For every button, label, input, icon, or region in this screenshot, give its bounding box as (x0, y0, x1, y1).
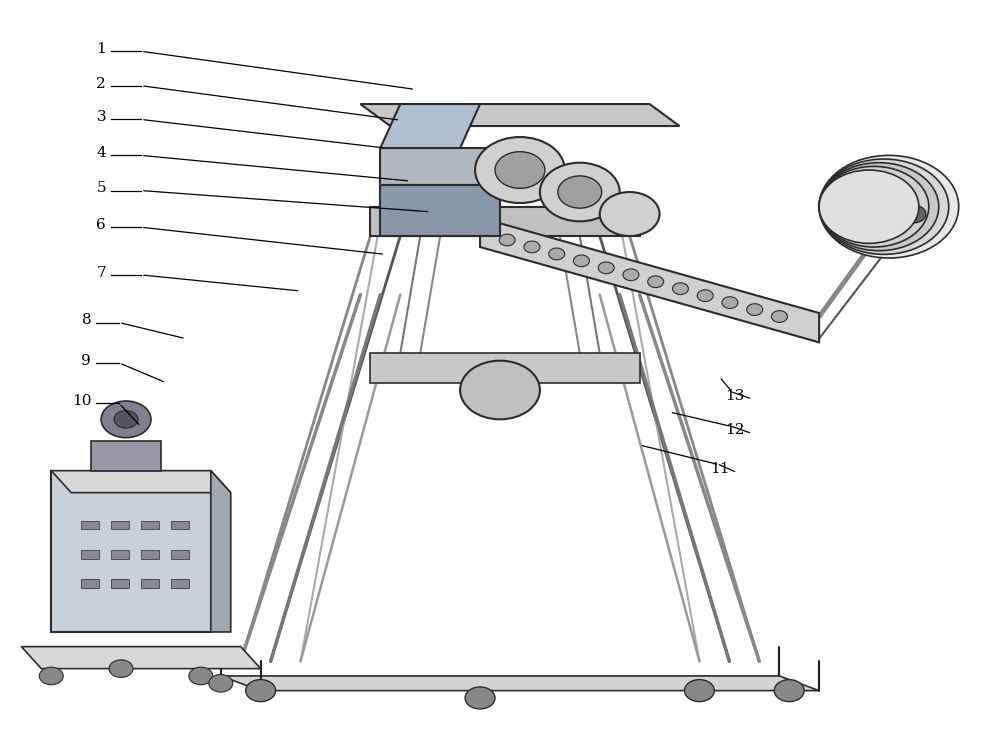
Circle shape (600, 192, 660, 236)
Circle shape (101, 401, 151, 438)
Circle shape (499, 234, 515, 246)
Text: 5: 5 (96, 181, 106, 195)
Polygon shape (51, 470, 231, 492)
Bar (111, 550, 129, 559)
Polygon shape (211, 470, 231, 632)
Circle shape (598, 262, 614, 274)
Circle shape (697, 290, 713, 302)
Circle shape (774, 679, 804, 701)
Polygon shape (91, 442, 161, 470)
Text: 2: 2 (96, 77, 106, 91)
Polygon shape (380, 148, 500, 185)
Text: 3: 3 (96, 110, 106, 124)
Circle shape (114, 411, 138, 428)
Bar (171, 550, 189, 559)
Circle shape (558, 176, 602, 208)
Circle shape (819, 155, 959, 258)
Bar (81, 550, 99, 559)
Circle shape (722, 297, 738, 308)
Circle shape (819, 159, 949, 255)
Bar (141, 520, 159, 529)
Circle shape (540, 163, 620, 222)
Circle shape (209, 674, 233, 692)
Polygon shape (360, 104, 680, 126)
Circle shape (623, 269, 639, 280)
Text: 11: 11 (710, 462, 729, 476)
Circle shape (246, 679, 276, 701)
Circle shape (465, 687, 495, 709)
Text: 4: 4 (96, 146, 106, 160)
Bar (171, 520, 189, 529)
Polygon shape (21, 647, 261, 668)
Circle shape (460, 361, 540, 420)
Polygon shape (380, 104, 480, 148)
Circle shape (189, 667, 213, 684)
Bar (141, 579, 159, 588)
Text: 10: 10 (72, 394, 91, 408)
Circle shape (747, 304, 763, 316)
Bar (51, 470, 211, 632)
Text: 7: 7 (96, 266, 106, 280)
Circle shape (495, 152, 545, 188)
Text: 13: 13 (725, 389, 744, 403)
Circle shape (524, 241, 540, 252)
Circle shape (771, 311, 787, 322)
Text: 8: 8 (82, 314, 91, 328)
Circle shape (819, 170, 919, 244)
Text: 9: 9 (81, 354, 91, 368)
Circle shape (109, 659, 133, 677)
Circle shape (573, 255, 589, 266)
Polygon shape (480, 218, 819, 342)
Circle shape (902, 205, 926, 223)
Circle shape (819, 163, 939, 251)
Circle shape (672, 283, 688, 294)
Bar (111, 520, 129, 529)
Circle shape (549, 248, 565, 260)
Polygon shape (221, 676, 819, 690)
Circle shape (475, 137, 565, 203)
Bar (81, 579, 99, 588)
Circle shape (684, 679, 714, 701)
Bar (111, 579, 129, 588)
Text: 6: 6 (96, 218, 106, 232)
Bar (141, 550, 159, 559)
Bar (171, 579, 189, 588)
Circle shape (39, 667, 63, 684)
Circle shape (819, 166, 929, 247)
Text: 1: 1 (96, 42, 106, 56)
Polygon shape (380, 185, 500, 236)
Text: 12: 12 (725, 423, 744, 437)
Polygon shape (370, 353, 640, 383)
Bar (81, 520, 99, 529)
Circle shape (648, 276, 664, 288)
Polygon shape (370, 207, 640, 236)
